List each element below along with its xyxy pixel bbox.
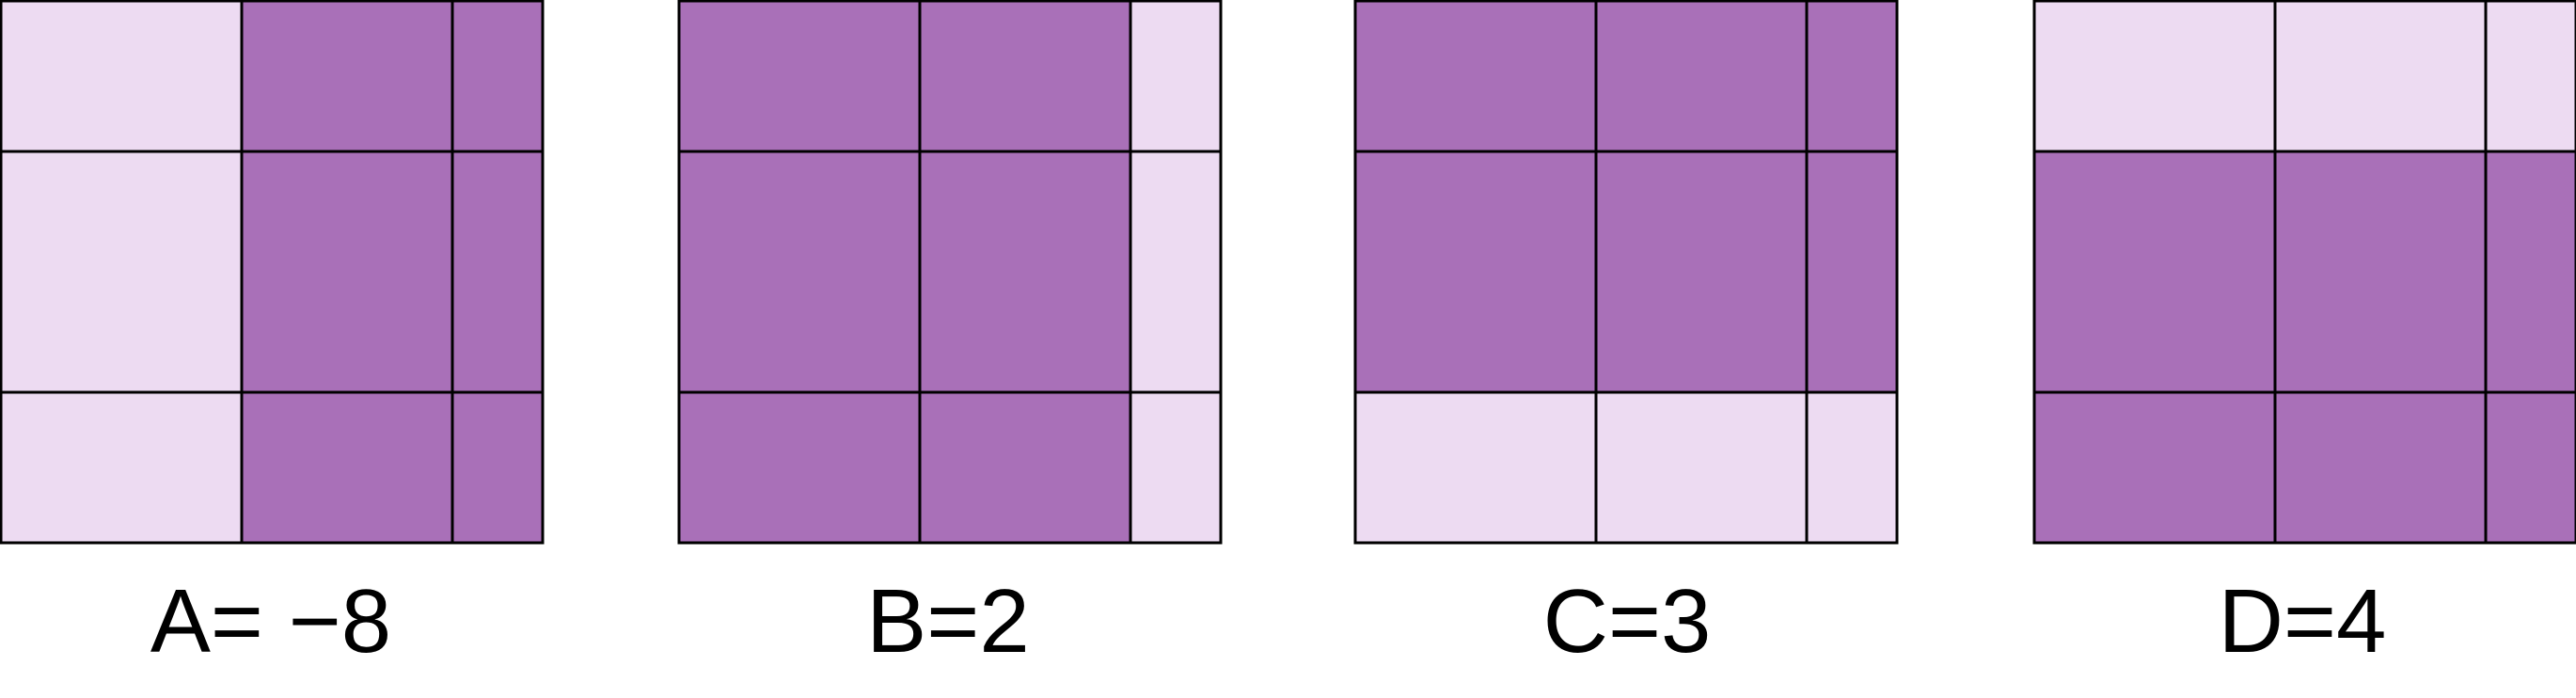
panel-b-cell-r3-c3-light	[1129, 390, 1223, 545]
panel-b	[677, 0, 1223, 545]
panel-b-cell-r3-c2-dark	[918, 390, 1132, 545]
panel-c-cell-r3-c1-light	[1353, 390, 1598, 545]
panel-d-cell-r3-c3-dark	[2484, 390, 2576, 545]
panel-a-cell-r1-c3-dark	[450, 0, 545, 153]
panel-d-cell-r3-c1-dark	[2032, 390, 2277, 545]
panel-a-cell-r3-c1-light	[0, 390, 244, 545]
panel-c-cell-r1-c1-dark	[1353, 0, 1598, 153]
panel-c-cell-r1-c2-dark	[1594, 0, 1809, 153]
panel-d-cell-r1-c2-light	[2273, 0, 2488, 153]
panel-c-cell-r2-c2-dark	[1594, 150, 1809, 394]
panel-d-cell-r2-c1-dark	[2032, 150, 2277, 394]
panel-c-cell-r3-c3-light	[1805, 390, 1899, 545]
panel-b-cell-r2-c1-dark	[677, 150, 922, 394]
panel-a	[0, 0, 545, 545]
panel-d-cell-r1-c1-light	[2032, 0, 2277, 153]
panel-d-label: D=4	[2219, 571, 2387, 672]
panel-a-cell-r1-c2-dark	[240, 0, 454, 153]
panel-b-cell-r1-c1-dark	[677, 0, 922, 153]
panel-b-cell-r3-c1-dark	[677, 390, 922, 545]
panel-d-cell-r1-c3-light	[2484, 0, 2576, 153]
panel-b-cell-r2-c2-dark	[918, 150, 1132, 394]
panel-b-label: B=2	[866, 571, 1029, 672]
panel-b-cell-r1-c2-dark	[918, 0, 1132, 153]
panel-d-cell-r2-c3-dark	[2484, 150, 2576, 394]
panel-d	[2032, 0, 2576, 545]
panel-b-cell-r1-c3-light	[1129, 0, 1223, 153]
panel-a-cell-r2-c3-dark	[450, 150, 545, 394]
panel-c-cell-r2-c3-dark	[1805, 150, 1899, 394]
panel-d-cell-r3-c2-dark	[2273, 390, 2488, 545]
panel-a-label: A= −8	[150, 571, 391, 672]
panel-c-cell-r2-c1-dark	[1353, 150, 1598, 394]
panel-c-label: C=3	[1543, 571, 1712, 672]
panel-c	[1353, 0, 1899, 545]
panel-c-cell-r1-c3-dark	[1805, 0, 1899, 153]
panel-d-cell-r2-c2-dark	[2273, 150, 2488, 394]
panel-b-cell-r2-c3-light	[1129, 150, 1223, 394]
panel-a-cell-r3-c3-dark	[450, 390, 545, 545]
panel-a-cell-r2-c1-light	[0, 150, 244, 394]
panel-c-cell-r3-c2-light	[1594, 390, 1809, 545]
panel-a-cell-r1-c1-light	[0, 0, 244, 153]
panel-a-cell-r3-c2-dark	[240, 390, 454, 545]
panel-a-cell-r2-c2-dark	[240, 150, 454, 394]
